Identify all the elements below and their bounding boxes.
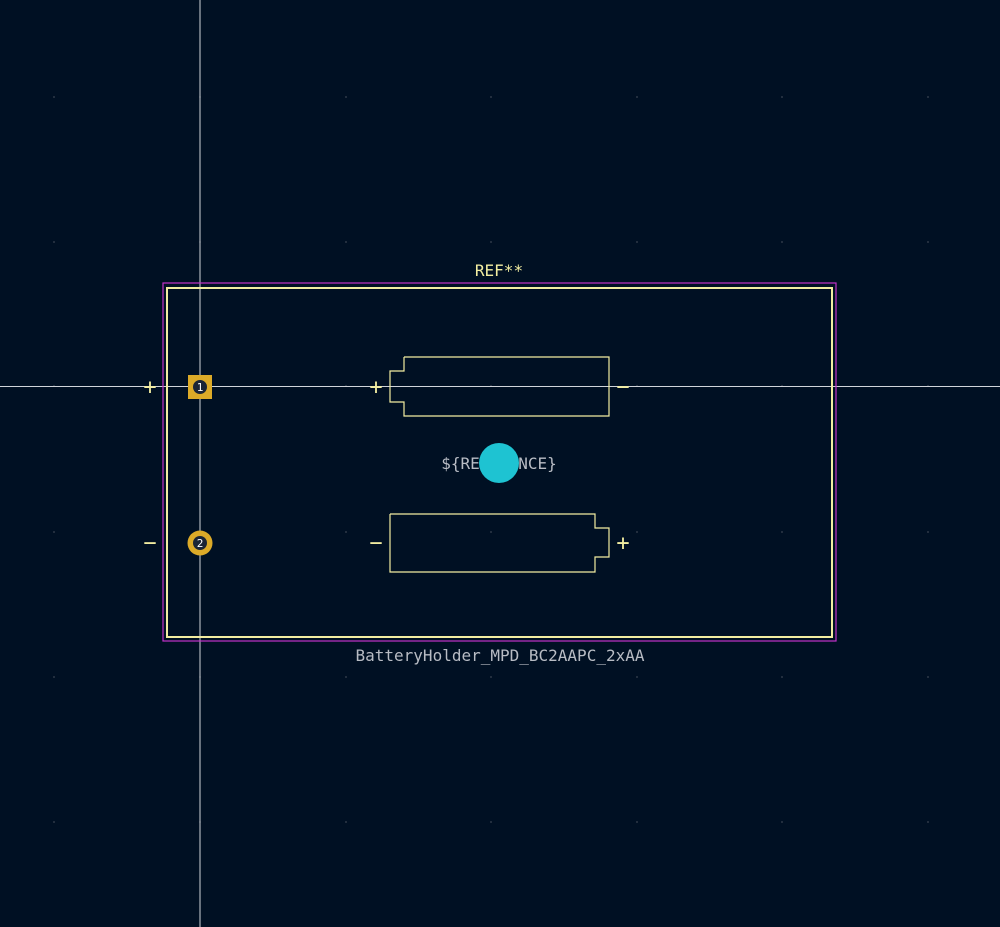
grid-dot xyxy=(636,531,638,533)
pad-2[interactable]: 2 xyxy=(187,530,213,556)
grid-dot xyxy=(345,96,347,98)
grid-dot xyxy=(927,241,929,243)
grid-dot xyxy=(53,241,55,243)
grid-dot xyxy=(490,531,492,533)
grid-dot xyxy=(636,676,638,678)
courtyard-outline[interactable] xyxy=(162,282,837,642)
pad-1-plus-label: + xyxy=(143,375,156,400)
grid-dot xyxy=(53,821,55,823)
grid-dot xyxy=(781,821,783,823)
cell-1-plus-label: + xyxy=(369,375,382,400)
grid-dot xyxy=(345,241,347,243)
grid-dot xyxy=(490,676,492,678)
grid-dot xyxy=(53,676,55,678)
battery-cell-1[interactable]: + − xyxy=(369,356,630,417)
grid-dot xyxy=(927,676,929,678)
grid-dot xyxy=(345,676,347,678)
grid-dot xyxy=(927,821,929,823)
grid-dot xyxy=(927,531,929,533)
battery-cell-2-outline xyxy=(389,513,610,573)
pad-1-hole xyxy=(193,380,207,394)
grid-dot xyxy=(490,96,492,98)
grid-dot xyxy=(781,676,783,678)
reference-text[interactable]: REF** xyxy=(475,261,523,280)
grid-dot xyxy=(53,96,55,98)
grid-dot xyxy=(345,531,347,533)
grid-dot xyxy=(53,531,55,533)
footprint-anchor[interactable] xyxy=(479,443,519,483)
grid-dot xyxy=(781,531,783,533)
silkscreen-outline[interactable] xyxy=(166,287,833,638)
grid-dot xyxy=(490,241,492,243)
battery-cell-2[interactable]: − + xyxy=(369,513,630,573)
grid-dot xyxy=(781,96,783,98)
grid-dot xyxy=(636,821,638,823)
cell-1-minus-label: − xyxy=(616,375,629,400)
grid-dot xyxy=(636,96,638,98)
grid-dot xyxy=(927,96,929,98)
pad-1-number: 1 xyxy=(197,381,204,394)
cell-2-plus-label: + xyxy=(616,531,629,556)
pad-2-minus-label: − xyxy=(143,531,156,556)
cell-2-minus-label: − xyxy=(369,531,382,556)
grid-dot xyxy=(490,821,492,823)
value-text[interactable]: BatteryHolder_MPD_BC2AAPC_2xAA xyxy=(356,646,645,665)
grid-dot xyxy=(636,241,638,243)
pad-1[interactable]: 1 xyxy=(188,375,212,399)
grid-dot xyxy=(345,821,347,823)
battery-cell-1-outline xyxy=(389,356,610,417)
pad-2-number: 2 xyxy=(197,537,204,550)
pad-2-hole xyxy=(193,536,207,550)
grid-dot xyxy=(781,241,783,243)
